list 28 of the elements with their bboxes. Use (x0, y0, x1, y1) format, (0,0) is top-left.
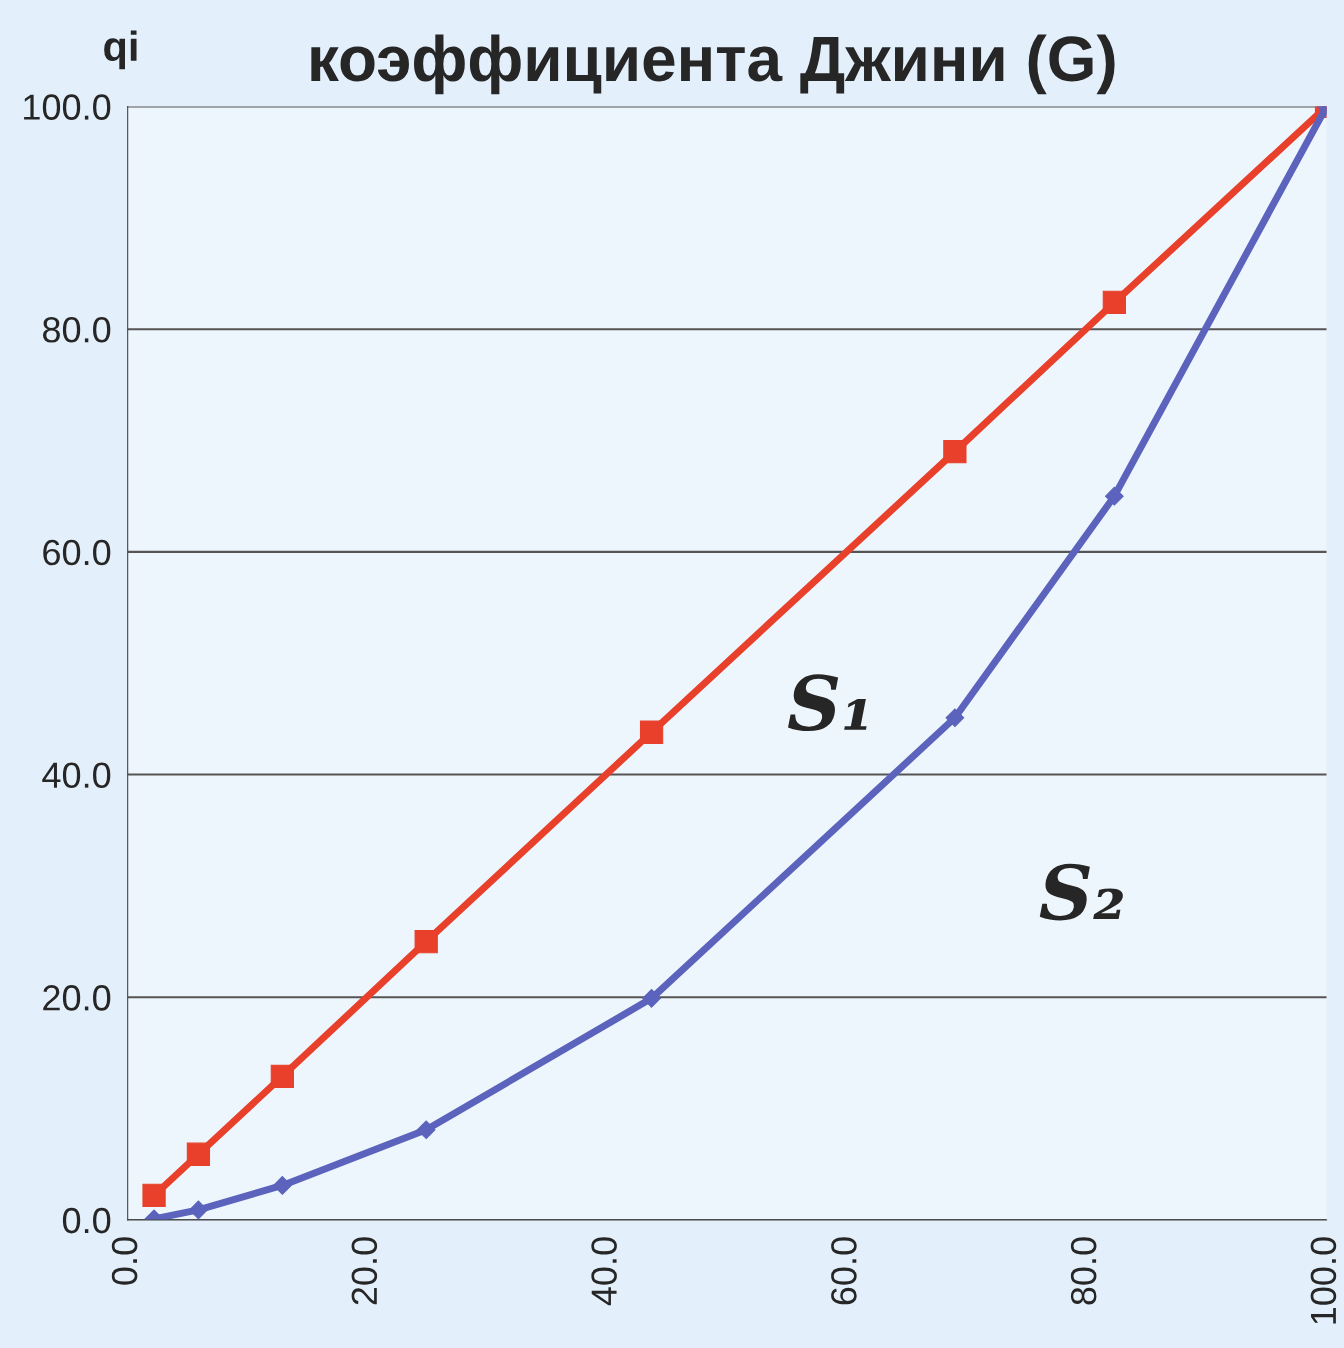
point (142, 1183, 166, 1208)
x-tick-label: 60.0 (831, 1237, 857, 1305)
y-tick-label: 40.0 (42, 762, 111, 788)
x-tick-label: 80.0 (1070, 1237, 1097, 1305)
y-tick-label: 60.0 (43, 539, 111, 566)
y-axis-title: qi (104, 30, 137, 70)
point (270, 1064, 294, 1088)
x-tick-label: 100.0 (1310, 1237, 1337, 1324)
x-tick-label: 40.0 (591, 1237, 617, 1306)
annotation: S₁ (788, 674, 867, 732)
y-tick-label: 100.0 (24, 94, 111, 120)
x-tick-label: 20.0 (351, 1237, 378, 1305)
y-tick-label: 20.0 (43, 985, 111, 1011)
point (416, 1120, 436, 1140)
point (414, 929, 438, 954)
point (186, 1142, 211, 1166)
point (639, 720, 664, 744)
annotation: S₂ (1039, 863, 1123, 921)
point (272, 1176, 292, 1195)
point (943, 440, 967, 464)
point (1102, 290, 1126, 315)
point (1104, 486, 1124, 506)
point (642, 989, 661, 1008)
point (945, 708, 965, 728)
y-tick-label: 0.0 (62, 1207, 111, 1234)
y-tick-label: 80.0 (43, 317, 111, 343)
point (189, 1200, 208, 1220)
chart-title: коэффициента Джини (G) (311, 34, 1115, 95)
